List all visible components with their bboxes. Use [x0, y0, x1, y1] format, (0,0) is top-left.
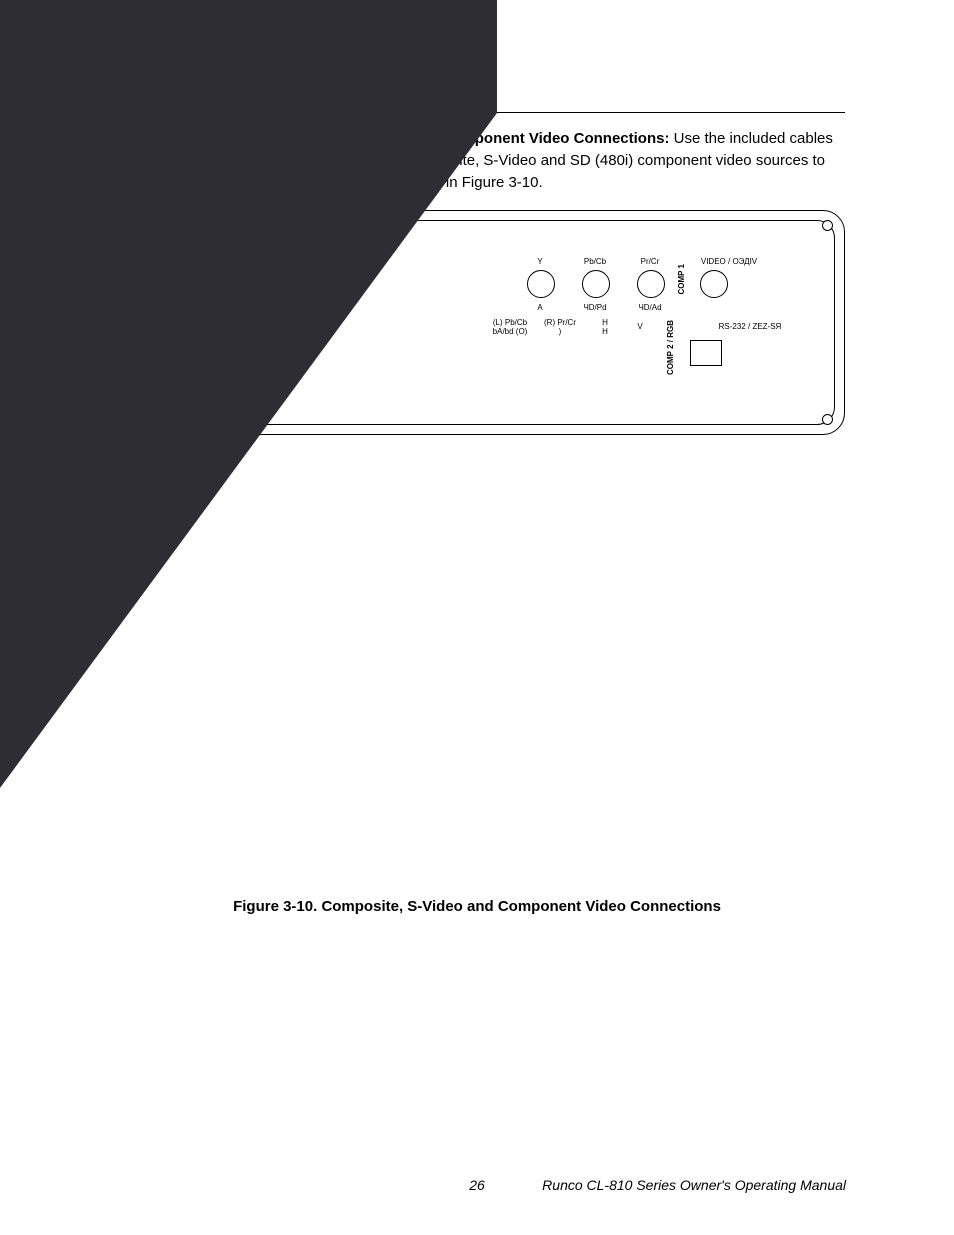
page: Composite/S-Video/Component Video Connec… — [0, 0, 954, 1235]
obscuring-overlay — [0, 0, 954, 1235]
